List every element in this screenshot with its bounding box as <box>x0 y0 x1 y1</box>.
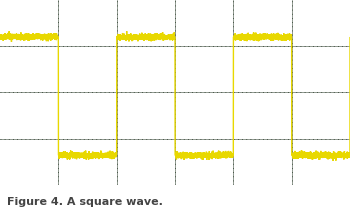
Text: Figure 4. A square wave.: Figure 4. A square wave. <box>7 197 163 207</box>
